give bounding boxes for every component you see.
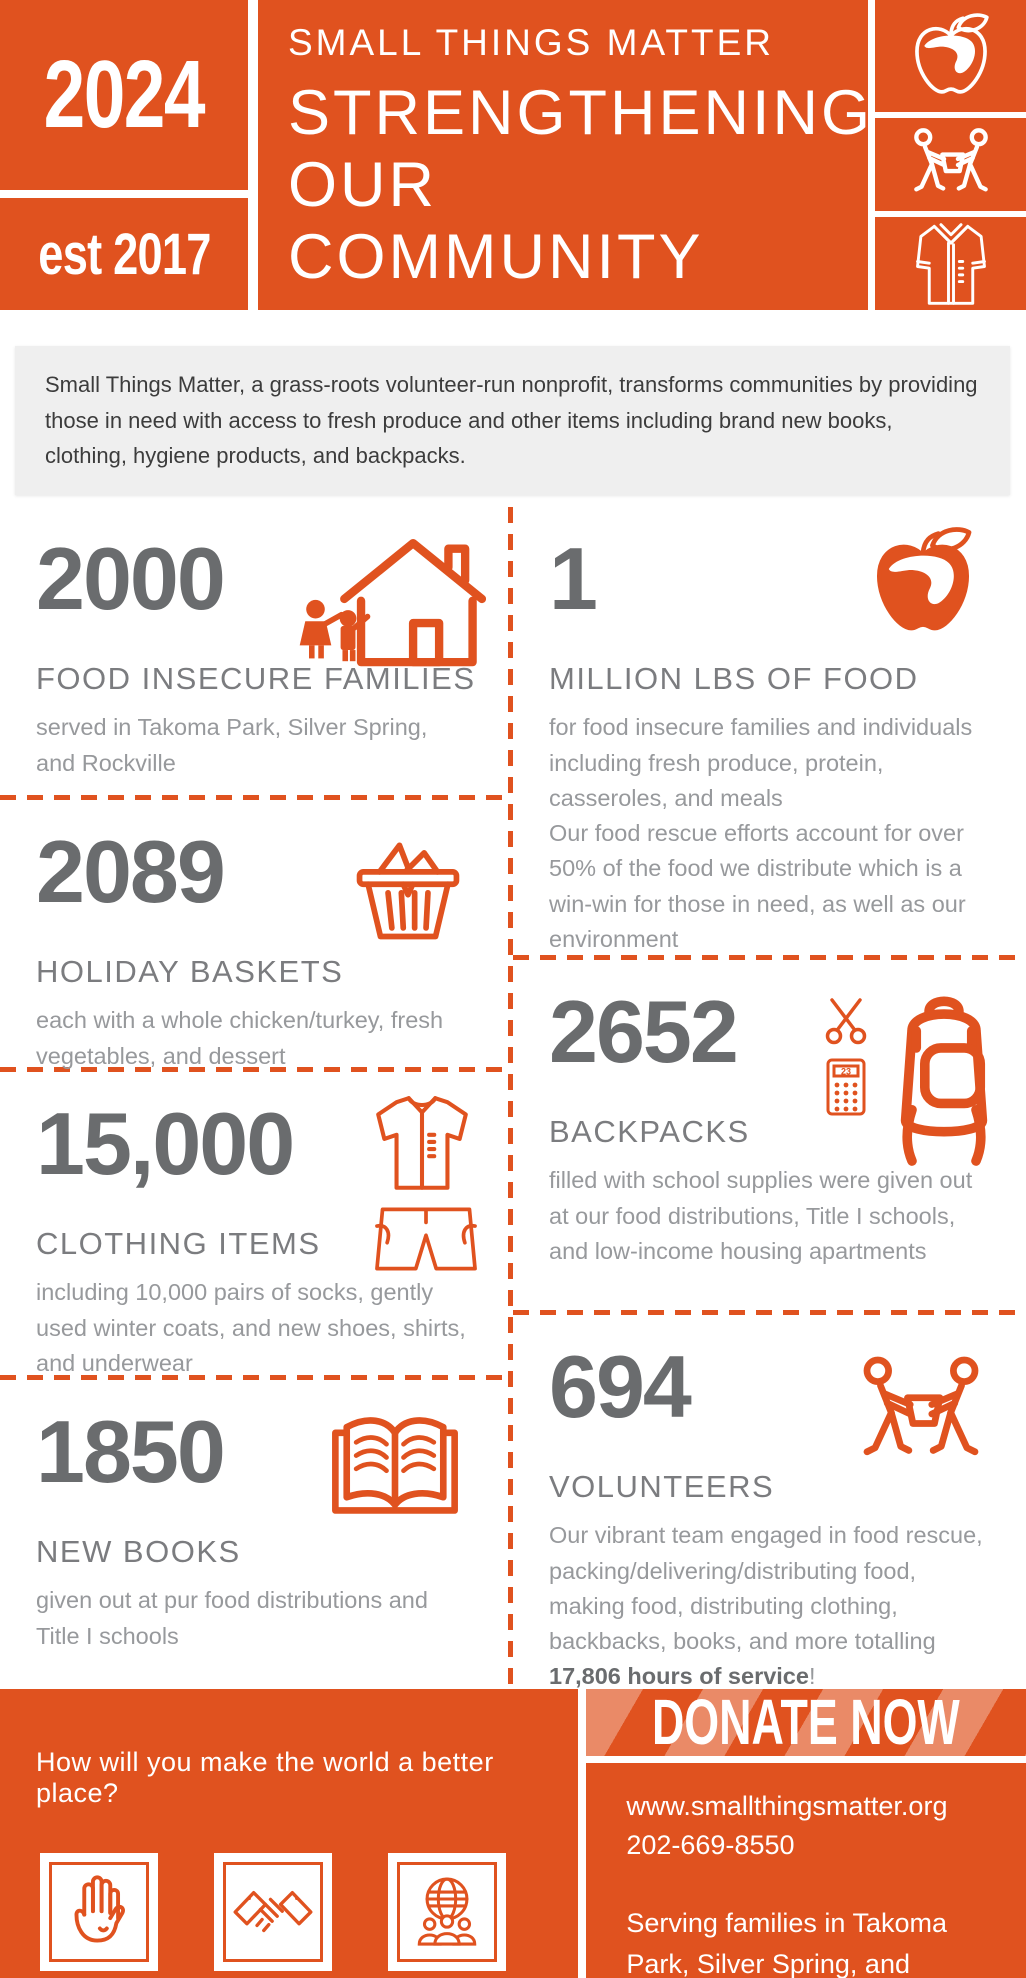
stat-description: filled with school supplies were given o… [549, 1167, 973, 1264]
established-text: est 2017 [37, 221, 211, 287]
stat-value: 1 [549, 528, 598, 628]
hand-icon [49, 1861, 149, 1962]
stat-value: 15,000 [36, 1093, 295, 1193]
stat-new-books: 1850 [0, 1380, 508, 1695]
dashed-divider [0, 1374, 508, 1380]
footer-question: How will you make the world a better pla… [36, 1746, 494, 1808]
stat-label: VOLUNTEERS [549, 1469, 775, 1505]
stat-label: CLOTHING ITEMS [36, 1226, 321, 1262]
donate-banner: DONATE NOW [586, 1688, 1026, 1757]
stat-label: NEW BOOKS [36, 1534, 241, 1570]
phone-number: 202-669-8550 [626, 1830, 795, 1861]
title-block: SMALL THINGS MATTER STRENGTHENING OUR CO… [258, 0, 874, 310]
dashed-divider [513, 1309, 1026, 1315]
stats-right-column: 1 MILLION LBS OF FOOD for food insecure … [513, 507, 1026, 1695]
footer-donate: DONATE NOW www.smallthingsmatter.org 202… [586, 1688, 1026, 1978]
header-icon-column [875, 0, 1026, 310]
stat-description: given out at pur food distributions and … [36, 1587, 428, 1649]
volunteers-carrying-box-icon [875, 118, 1026, 211]
house-family-icon [290, 519, 486, 677]
footer: How will you make the world a better pla… [0, 1688, 1026, 1978]
globe-community-icon [397, 1861, 498, 1962]
serving-area-text: Serving families in Takoma Park, Silver … [626, 1908, 947, 1978]
action-partners: Partners [214, 1852, 333, 1978]
clothing-icon [366, 1094, 478, 1276]
stat-label: MILLION LBS OF FOOD [549, 661, 919, 697]
intro-text: Small Things Matter, a grass-roots volun… [45, 372, 978, 469]
year-block: 2024 [0, 0, 248, 190]
scissors-icon [825, 998, 867, 1045]
page-title: STRENGTHENING OUR COMMUNITY [288, 78, 874, 292]
established-block: est 2017 [0, 198, 248, 310]
stat-clothing-items: 15,000 CLOTHING ITEMS [0, 1072, 508, 1376]
stat-label: HOLIDAY BASKETS [36, 954, 344, 990]
open-book-icon [324, 1404, 466, 1528]
holiday-basket-icon [346, 832, 470, 946]
donate-now-title: DONATE NOW [652, 1688, 961, 1757]
stat-description: each with a whole chicken/turkey, fresh … [36, 1007, 444, 1069]
dashed-divider [0, 794, 508, 800]
stat-million-lbs-food: 1 MILLION LBS OF FOOD for food insecure … [513, 507, 1026, 955]
stat-description: served in Takoma Park, Silver Spring, an… [36, 714, 428, 776]
website-url: www.smallthingsmatter.org [626, 1791, 948, 1822]
stat-label: BACKPACKS [549, 1114, 750, 1150]
stat-backpacks: 2652 23 [513, 960, 1026, 1310]
stat-description: including 10,000 pairs of socks, gently … [36, 1279, 466, 1376]
vertical-dashed-divider [508, 506, 513, 1695]
coat-icon [875, 217, 1026, 310]
header-left-column: 2024 est 2017 [0, 0, 248, 310]
stat-description: for food insecure families and individua… [549, 714, 973, 811]
stat-value: 1850 [36, 1401, 226, 1501]
apple-icon [875, 0, 1026, 112]
shorts-icon [375, 1207, 477, 1271]
backpack-icon [900, 996, 988, 1166]
stat-value: 2652 [549, 981, 739, 1081]
stat-value: 2000 [36, 528, 226, 628]
stat-value: 694 [549, 1336, 692, 1436]
dashed-divider [0, 1066, 508, 1072]
stat-value: 2089 [36, 821, 226, 921]
header: 2024 est 2017 SMALL THINGS MATTER STRENG… [0, 0, 1026, 310]
backpack-school-supplies-icon: 23 [824, 990, 1008, 1172]
apple-filled-icon [864, 523, 982, 641]
stats-section: 2000 [0, 506, 1026, 1695]
action-list: Volunteer Partners [36, 1852, 548, 1978]
dashed-divider [513, 954, 1026, 960]
stat-label: FOOD INSECURE FAMILIES [36, 661, 476, 697]
year-text: 2024 [43, 41, 206, 148]
calculator-icon: 23 [826, 1058, 866, 1116]
action-volunteer: Volunteer [40, 1852, 158, 1978]
donate-info: www.smallthingsmatter.org 202-669-8550 S… [586, 1763, 1026, 1978]
org-name: SMALL THINGS MATTER [288, 22, 774, 63]
stat-holiday-baskets: 2089 HOLIDAY BASKETS each with a whole c… [0, 800, 508, 1069]
stat-description-2: Our food rescue efforts account for over… [549, 820, 966, 952]
stat-food-insecure-families: 2000 [0, 507, 508, 795]
stat-description: Our vibrant team engaged in food rescue,… [549, 1522, 983, 1690]
stat-volunteers: 694 VOLUNTEERS Our vibrant team engaged … [513, 1315, 1026, 1695]
handshake-icon [223, 1861, 324, 1962]
hours-of-service: 17,806 hours of service [549, 1663, 809, 1690]
footer-call-to-action: How will you make the world a better pla… [0, 1688, 579, 1978]
intro-box: Small Things Matter, a grass-roots volun… [15, 346, 1010, 495]
volunteers-carrying-box-icon [840, 1353, 1002, 1475]
action-sponsorship: Sponsorship Opportunities [388, 1852, 507, 1978]
stats-left-column: 2000 [0, 507, 508, 1695]
shirt-icon [376, 1096, 468, 1190]
svg-text:23: 23 [841, 1066, 851, 1076]
